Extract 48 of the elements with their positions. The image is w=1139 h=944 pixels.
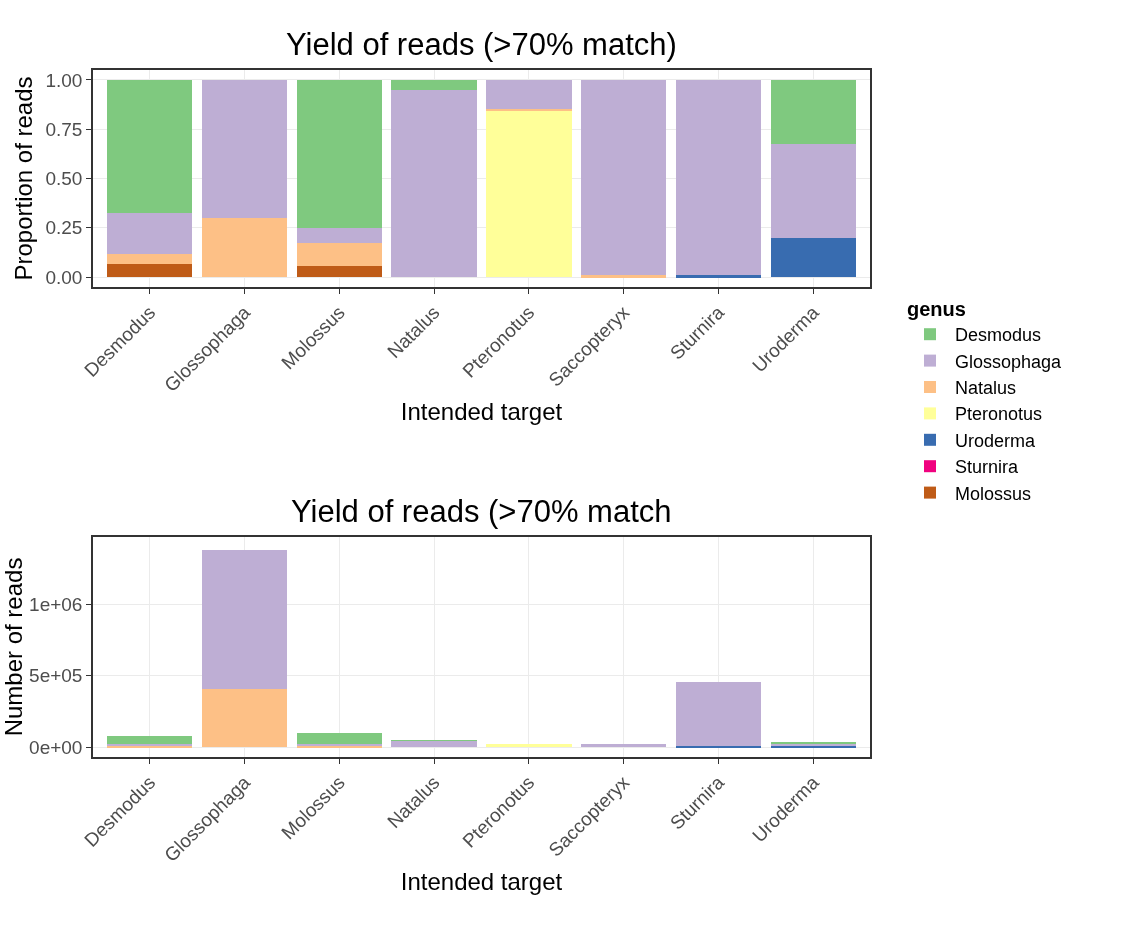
bar: [580, 275, 667, 278]
bar: [107, 79, 193, 214]
legend-title: genus: [907, 298, 966, 320]
bar: [201, 550, 288, 690]
y-tick-label: 0.00: [45, 266, 83, 288]
bar: [486, 110, 572, 278]
bar: [107, 735, 193, 744]
y-tick-label: 0.50: [45, 168, 83, 190]
bar: [296, 79, 383, 228]
y-axis-title: Proportion of reads: [10, 76, 38, 281]
chart-title: Yield of reads (>70% match): [286, 27, 677, 62]
bar: [486, 79, 572, 110]
bar: [391, 740, 477, 748]
bar: [296, 732, 383, 745]
bar: [296, 227, 383, 243]
x-axis-title: Intended target: [400, 867, 563, 895]
bar: [675, 682, 762, 747]
bar: [675, 275, 762, 278]
bar: [580, 743, 667, 748]
y-tick-label: 0e+00: [29, 736, 83, 758]
bar: [296, 242, 383, 267]
bar: [770, 237, 856, 278]
y-tick-label: 1.00: [45, 69, 83, 91]
y-tick-label: 0.25: [45, 217, 83, 239]
bar: [770, 143, 856, 238]
bar: [770, 79, 856, 144]
bar: [486, 744, 572, 748]
legend-label: Molossus: [955, 483, 1032, 504]
bar: [675, 79, 762, 276]
bar: [107, 254, 193, 265]
x-axis-title: Intended target: [400, 397, 563, 425]
bar: [391, 79, 477, 90]
bar: [201, 217, 288, 278]
chart-title: Yield of reads (>70% match: [291, 494, 672, 529]
legend-label: Pteronotus: [955, 404, 1043, 425]
y-tick-label: 1e+06: [29, 594, 83, 616]
bar: [201, 689, 288, 748]
bar: [201, 79, 288, 218]
legend-label: Sturnira: [955, 457, 1020, 478]
y-tick-label: 5e+05: [29, 665, 83, 687]
bar: [296, 266, 383, 278]
bar: [580, 79, 667, 276]
y-tick-label: 0.75: [45, 118, 83, 140]
bar: [107, 213, 193, 255]
bar: [391, 89, 477, 278]
bar: [107, 264, 193, 278]
y-axis-title: Number of reads: [0, 557, 27, 737]
legend-label: Uroderma: [955, 430, 1037, 451]
